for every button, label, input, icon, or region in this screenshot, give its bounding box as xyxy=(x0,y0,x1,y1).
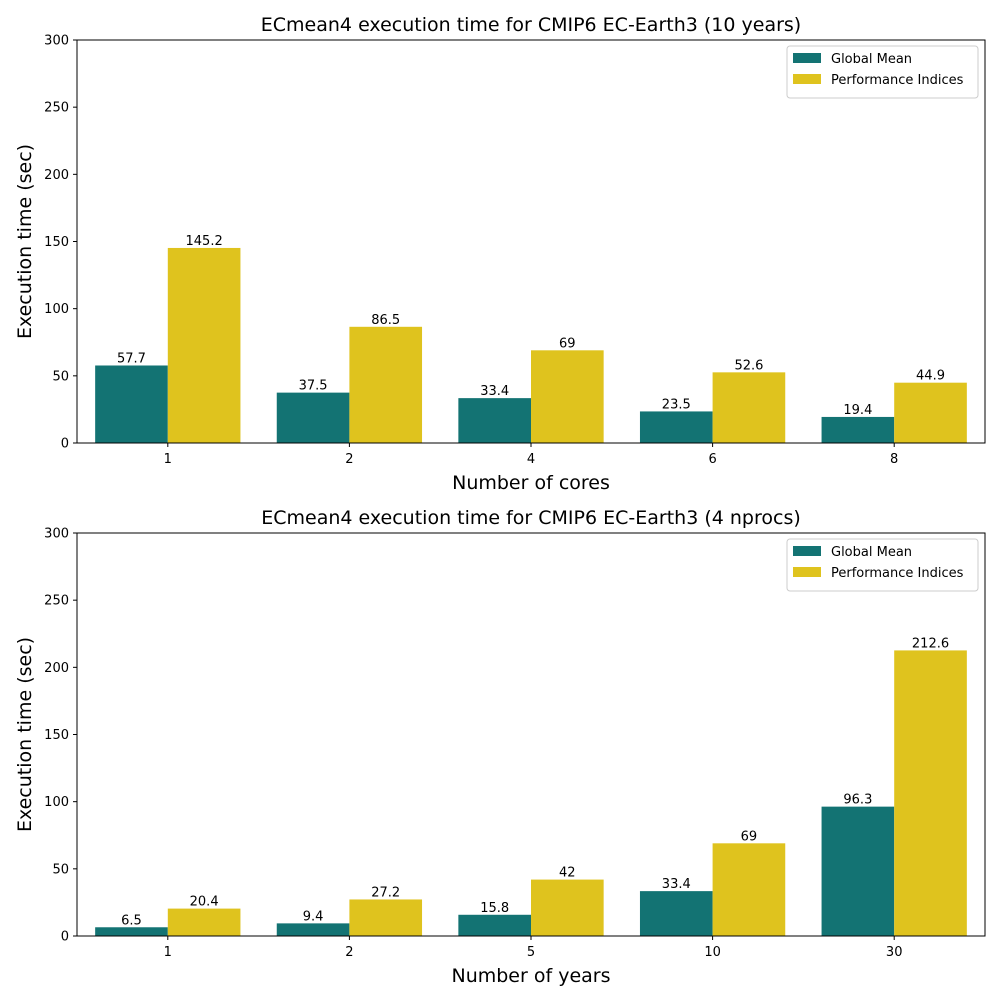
y-tick-label: 200 xyxy=(44,168,69,183)
bar-value-label: 96.3 xyxy=(843,793,872,808)
bar xyxy=(639,411,713,443)
y-tick-label: 200 xyxy=(44,661,69,676)
x-tick-label: 1 xyxy=(164,945,172,960)
y-tick-label: 300 xyxy=(44,527,69,542)
y-axis-label: Execution time (sec) xyxy=(14,144,36,339)
legend-box xyxy=(786,45,979,99)
bar xyxy=(458,398,531,443)
series-2: 145.2 86.5 69 52.6 44.9 xyxy=(167,234,967,443)
bar xyxy=(167,247,241,443)
bar-value-label: 15.8 xyxy=(480,901,509,916)
x-tick-label: 8 xyxy=(890,452,898,467)
bar xyxy=(712,843,786,936)
bar-value-label: 69 xyxy=(741,829,758,844)
bar xyxy=(458,914,531,936)
x-tick-label: 30 xyxy=(886,945,903,960)
x-tick-label: 1 xyxy=(164,452,172,467)
bar-value-label: 212.6 xyxy=(912,636,949,651)
bar xyxy=(821,806,895,936)
bar xyxy=(167,908,241,936)
y-tick-label: 250 xyxy=(44,101,69,116)
legend-entry: Global Mean xyxy=(831,545,912,560)
x-tick-label: 4 xyxy=(527,452,535,467)
bar-value-label: 6.5 xyxy=(121,913,142,928)
chart-title: ECmean4 execution time for CMIP6 EC-Eart… xyxy=(261,507,801,529)
chart-title: ECmean4 execution time for CMIP6 EC-Eart… xyxy=(261,14,801,36)
bar xyxy=(639,891,713,936)
chart-1: ECmean4 execution time for CMIP6 EC-Eart… xyxy=(14,14,986,494)
legend: Global Mean Performance Indices xyxy=(786,538,979,592)
bar xyxy=(712,372,786,443)
y-axis-label: Execution time (sec) xyxy=(14,637,36,832)
series-2: 20.4 27.2 42 69 212.6 xyxy=(167,636,967,936)
charts-root: ECmean4 execution time for CMIP6 EC-Eart… xyxy=(14,14,986,987)
y-tick-label: 250 xyxy=(44,594,69,609)
chart-2: ECmean4 execution time for CMIP6 EC-Eart… xyxy=(14,507,986,987)
y-tick-label: 100 xyxy=(44,302,69,317)
bar xyxy=(276,392,350,443)
legend-swatch xyxy=(793,546,821,556)
bar-value-label: 9.4 xyxy=(303,909,324,924)
y-tick-label: 150 xyxy=(44,728,69,743)
x-tick-label: 2 xyxy=(345,945,353,960)
legend-swatch xyxy=(793,53,821,63)
bar-value-label: 20.4 xyxy=(190,895,219,910)
bar xyxy=(531,879,604,936)
y-tick-label: 150 xyxy=(44,235,69,250)
y-tick-label: 0 xyxy=(61,437,69,452)
legend-entry: Performance Indices xyxy=(831,566,964,581)
bar xyxy=(894,382,967,443)
bar xyxy=(894,650,967,936)
x-tick-label: 2 xyxy=(345,452,353,467)
bar-value-label: 57.7 xyxy=(117,351,146,366)
bar xyxy=(276,923,350,936)
y-tick-label: 50 xyxy=(52,369,69,384)
bar-value-label: 42 xyxy=(559,866,576,881)
x-tick-label: 5 xyxy=(527,945,535,960)
legend: Global Mean Performance Indices xyxy=(786,45,979,99)
bar xyxy=(349,326,423,443)
y-tick-label: 50 xyxy=(52,862,69,877)
x-tick-label: 10 xyxy=(704,945,721,960)
bar-value-label: 69 xyxy=(559,336,576,351)
bar-value-label: 19.4 xyxy=(843,403,872,418)
bar xyxy=(349,899,423,936)
bar xyxy=(95,927,168,936)
bar xyxy=(95,365,168,443)
bar-value-label: 86.5 xyxy=(371,313,400,328)
bar-value-label: 52.6 xyxy=(734,358,763,373)
bar-value-label: 33.4 xyxy=(662,877,691,892)
series-1: 57.7 37.5 33.4 23.5 19.4 xyxy=(95,351,895,443)
x-axis-label: Number of cores xyxy=(452,472,610,494)
series-1: 6.5 9.4 15.8 33.4 96.3 xyxy=(95,793,895,936)
bar xyxy=(531,350,604,443)
y-tick-label: 100 xyxy=(44,795,69,810)
bar xyxy=(821,416,895,443)
bar-value-label: 44.9 xyxy=(916,369,945,384)
y-tick-label: 300 xyxy=(44,34,69,49)
legend-swatch xyxy=(793,74,821,84)
bar-value-label: 33.4 xyxy=(480,384,509,399)
x-tick-label: 6 xyxy=(708,452,716,467)
legend-swatch xyxy=(793,567,821,577)
legend-box xyxy=(786,538,979,592)
bar-value-label: 145.2 xyxy=(186,234,223,249)
x-axis-label: Number of years xyxy=(451,965,610,987)
legend-entry: Performance Indices xyxy=(831,73,964,88)
bar-value-label: 27.2 xyxy=(371,885,400,900)
bar-value-label: 23.5 xyxy=(662,397,691,412)
y-tick-label: 0 xyxy=(61,930,69,945)
bar-value-label: 37.5 xyxy=(299,379,328,394)
legend-entry: Global Mean xyxy=(831,52,912,67)
